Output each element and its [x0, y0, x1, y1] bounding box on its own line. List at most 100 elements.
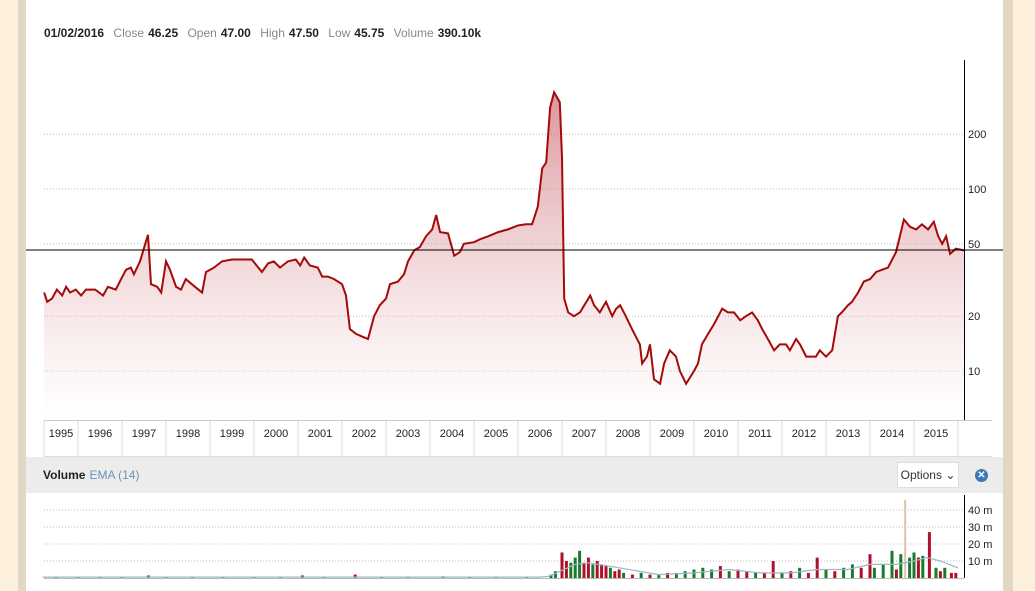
volume-bar	[648, 574, 652, 578]
volume-bar	[608, 567, 612, 578]
volume-tick-label: 30 m	[968, 522, 992, 534]
volume-bar	[921, 555, 925, 578]
volume-bar	[718, 566, 722, 578]
x-tick-label: 1995	[49, 428, 73, 440]
volume-bar	[674, 572, 678, 578]
x-tick-label: 2003	[396, 428, 420, 440]
x-tick-label: 2010	[704, 428, 728, 440]
volume-tick-label: 10 m	[968, 556, 992, 568]
x-tick-label: 2001	[308, 428, 332, 440]
volume-bar	[806, 572, 810, 578]
volume-bar	[692, 569, 696, 578]
open-label: Open	[187, 26, 217, 40]
x-tick-label: 2004	[440, 428, 464, 440]
options-label: Options	[900, 468, 942, 482]
volume-bar	[553, 571, 557, 578]
volume-bar	[954, 572, 958, 578]
y-tick-label: 50	[968, 239, 980, 251]
x-tick-label: 2013	[836, 428, 860, 440]
x-tick-label: 2011	[748, 428, 772, 440]
volume-bar	[573, 557, 577, 578]
volume-tick-label: 20 m	[968, 539, 992, 551]
low-value: 45.75	[354, 26, 385, 40]
y-tick-label: 20	[968, 311, 980, 323]
volume-bar	[564, 561, 568, 578]
volume-bar	[771, 561, 775, 578]
volume-bar	[949, 572, 953, 578]
x-tick-label: 1998	[176, 428, 200, 440]
price-line	[43, 89, 965, 386]
x-tick-label: 1997	[132, 428, 156, 440]
high-value: 47.50	[288, 26, 319, 40]
ema-indicator-link[interactable]: EMA (14)	[89, 468, 140, 482]
volume-bar	[710, 569, 714, 578]
volume-bar	[850, 564, 854, 578]
x-tick-label: 1996	[88, 428, 112, 440]
volume-bar	[833, 571, 837, 578]
volume-bar	[859, 567, 863, 578]
volume-bar	[938, 571, 942, 578]
volume-bar	[934, 567, 938, 578]
volume-bar	[613, 571, 617, 578]
low-label: Low	[328, 26, 351, 40]
volume-bar	[560, 552, 564, 578]
volume-bar	[798, 567, 802, 578]
x-tick-label: 2015	[924, 428, 948, 440]
volume-bar	[736, 569, 740, 578]
volume-bar	[600, 564, 604, 578]
volume-bar	[595, 561, 599, 578]
x-tick-label: 2002	[352, 428, 376, 440]
left-border	[18, 0, 26, 591]
ohlc-readout: 01/02/2016 Close 46.25 Open 47.00 High 47.5…	[44, 26, 487, 40]
volume-bar	[622, 572, 626, 578]
ema-line	[42, 556, 959, 578]
volume-bar	[727, 571, 731, 578]
y-tick-label: 100	[968, 184, 986, 196]
volume-value: 390.10k	[437, 26, 482, 40]
volume-bar	[617, 569, 621, 578]
volume-bar	[762, 572, 766, 578]
volume-bar	[881, 564, 885, 578]
volume-bar	[745, 571, 749, 578]
x-tick-label: 1999	[220, 428, 244, 440]
x-tick-label: 2014	[880, 428, 904, 440]
x-tick-label: 2009	[660, 428, 684, 440]
volume-bar	[904, 499, 907, 578]
volume-bar	[657, 574, 661, 578]
high-label: High	[260, 26, 285, 40]
volume-header: Volume EMA (14) Options ⌄ ✕	[26, 457, 1003, 493]
options-dropdown[interactable]: Options ⌄	[897, 462, 959, 488]
volume-bar	[908, 557, 912, 578]
volume-bar	[591, 564, 595, 578]
price-area-fill	[44, 92, 965, 421]
volume-bar	[586, 557, 590, 578]
volume-bar	[666, 572, 670, 578]
volume-bar	[639, 572, 643, 578]
volume-bar	[582, 562, 586, 578]
volume-bar	[780, 572, 784, 578]
x-tick-label: 2007	[572, 428, 596, 440]
x-tick-label: 2008	[616, 428, 640, 440]
volume-bar	[927, 532, 931, 578]
volume-bar	[604, 566, 608, 578]
chevron-down-icon: ⌄	[945, 468, 956, 482]
volume-tick-label: 40 m	[968, 505, 992, 517]
volume-bar	[912, 552, 916, 578]
x-tick-label: 2006	[528, 428, 552, 440]
volume-bar	[943, 567, 947, 578]
volume-bar	[872, 567, 876, 578]
volume-bar	[916, 557, 920, 578]
volume-bar	[894, 569, 898, 578]
x-tick-label: 2000	[264, 428, 288, 440]
volume-bar	[353, 574, 357, 578]
volume-bar	[868, 554, 872, 578]
date: 01/02/2016	[44, 26, 105, 40]
volume-bar	[754, 572, 758, 578]
x-tick-label: 2012	[792, 428, 816, 440]
volume-label: Volume	[393, 26, 434, 40]
close-circle-icon[interactable]: ✕	[975, 469, 988, 482]
volume-bar	[815, 557, 819, 578]
volume-bar	[824, 569, 828, 578]
x-tick-label: 2005	[484, 428, 508, 440]
